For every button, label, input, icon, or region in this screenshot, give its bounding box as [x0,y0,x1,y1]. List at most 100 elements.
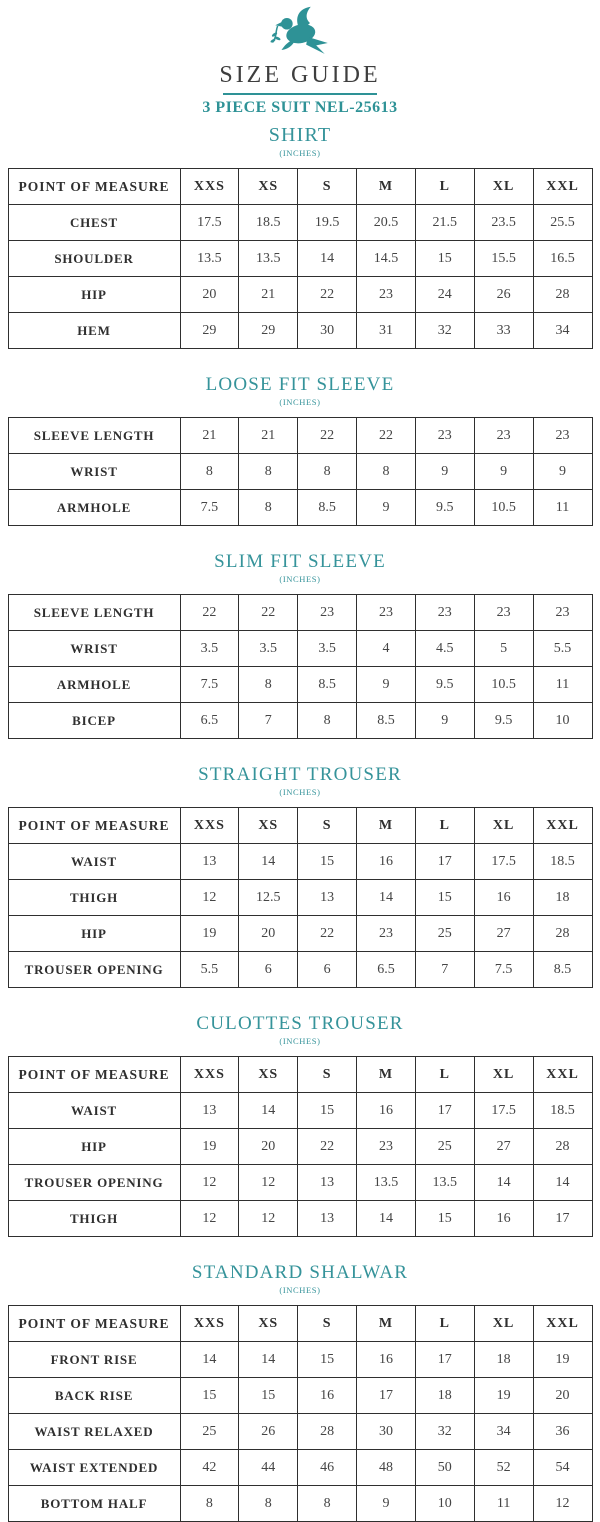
size-value-cell: 22 [297,417,358,454]
size-column-header: L [414,807,475,844]
size-value-cell: 16 [473,879,534,916]
table-body: POINT OF MEASURE XXS XS S M L XL XXL FRONT RISE 1… [7,1305,593,1522]
size-value-cell: 18 [473,1341,534,1378]
measure-label-cell: HEM [7,312,181,349]
size-value-cell: 21 [238,417,299,454]
size-value-cell: 9.5 [414,489,475,526]
size-value-cell: 21.5 [414,204,475,241]
size-section-4: CULOTTES TROUSER (INCHES) POINT OF MEASURE… [0,1013,600,1237]
size-value-cell: 13 [179,843,240,880]
section-unit: (INCHES) [279,397,321,407]
section-unit: (INCHES) [279,1036,321,1046]
size-column-header: XXS [179,168,240,205]
size-table: POINT OF MEASURE XXS XS S M L XL XXL CHEST 17.5 18… [7,168,593,349]
size-value-cell: 9 [356,489,416,526]
size-value-cell: 9 [414,702,475,739]
size-value-cell: 11 [532,666,593,703]
size-value-cell: 13 [297,1200,358,1237]
size-value-cell: 15 [414,240,475,277]
size-table: POINT OF MEASURE XXS XS S M L XL XXL WAIST 13 14 15… [7,1056,593,1237]
size-value-cell: 4 [356,630,416,667]
title-divider [223,93,377,95]
table-body: POINT OF MEASURE XXS XS S M L XL XXL CHEST 17.5 18… [7,168,593,349]
size-section-2: SLIM FIT SLEEVE (INCHES) SLEEVE LENGTH 22 22… [0,551,600,739]
size-value-cell: 10 [532,702,593,739]
table-row: WAIST 13 14 15 16 17 17.5 18.5 [7,1092,593,1129]
size-value-cell: 10.5 [473,489,534,526]
table-row: WRIST 8 8 8 8 9 9 9 [7,453,593,490]
size-value-cell: 19 [532,1341,593,1378]
size-column-header: L [414,1056,475,1093]
size-value-cell: 18 [414,1377,475,1414]
section-unit: (INCHES) [279,787,321,797]
size-value-cell: 3.5 [297,630,358,667]
table-row: HIP 19 20 22 23 25 27 28 [7,915,593,952]
size-value-cell: 20 [532,1377,593,1414]
size-value-cell: 24 [414,276,475,313]
size-value-cell: 16 [356,843,416,880]
size-value-cell: 19 [473,1377,534,1414]
table-row: TROUSER OPENING 12 12 13 13.5 13.5 14 14 [7,1164,593,1201]
size-value-cell: 36 [532,1413,593,1450]
size-column-header: S [297,1305,358,1342]
dove-logo-icon [0,6,600,60]
table-body: POINT OF MEASURE XXS XS S M L XL XXL WAIST 13 14 15… [7,807,593,988]
table-row: THIGH 12 12 13 14 15 16 17 [7,1200,593,1237]
size-column-header: XL [473,807,534,844]
point-of-measure-header: POINT OF MEASURE [7,807,181,844]
size-value-cell: 12.5 [238,879,299,916]
size-value-cell: 9 [414,453,475,490]
size-column-header: XXL [532,168,593,205]
size-value-cell: 5.5 [532,630,593,667]
size-value-cell: 14 [238,1341,299,1378]
table-row: WAIST 13 14 15 16 17 17.5 18.5 [7,843,593,880]
point-of-measure-header: POINT OF MEASURE [7,1056,181,1093]
section-title: STRAIGHT TROUSER [198,764,402,785]
size-value-cell: 23 [356,594,416,631]
size-value-cell: 6 [297,951,358,988]
size-value-cell: 8 [238,1485,299,1522]
size-value-cell: 21 [238,276,299,313]
size-value-cell: 17.5 [179,204,240,241]
size-column-header: XL [473,1056,534,1093]
size-value-cell: 18.5 [238,204,299,241]
size-value-cell: 8.5 [356,702,416,739]
measure-label-cell: ARMHOLE [7,489,181,526]
size-value-cell: 8 [238,489,299,526]
size-value-cell: 8 [297,702,358,739]
table-row: ARMHOLE 7.5 8 8.5 9 9.5 10.5 11 [7,666,593,703]
size-value-cell: 9 [356,1485,416,1522]
size-value-cell: 9 [356,666,416,703]
size-value-cell: 27 [473,915,534,952]
size-value-cell: 7.5 [473,951,534,988]
size-value-cell: 22 [238,594,299,631]
size-value-cell: 10 [414,1485,475,1522]
size-value-cell: 32 [414,1413,475,1450]
size-value-cell: 9.5 [473,702,534,739]
table-row: SHOULDER 13.5 13.5 14 14.5 15 15.5 16.5 [7,240,593,277]
size-table: POINT OF MEASURE XXS XS S M L XL XXL WAIST 13 14 15… [7,807,593,988]
size-column-header: XXL [532,1056,593,1093]
measure-label-cell: WAIST [7,843,181,880]
size-value-cell: 15 [297,1341,358,1378]
size-value-cell: 16.5 [532,240,593,277]
measure-label-cell: FRONT RISE [7,1341,181,1378]
measure-label-cell: BICEP [7,702,181,739]
size-column-header: XS [238,168,299,205]
size-value-cell: 12 [179,1200,240,1237]
size-column-header: XXS [179,1305,240,1342]
size-section-0: SHIRT (INCHES) POINT OF MEASURE XXS XS S M L XL X… [0,124,600,349]
measure-label-cell: HIP [7,915,181,952]
table-row: BICEP 6.5 7 8 8.5 9 9.5 10 [7,702,593,739]
size-value-cell: 34 [532,312,593,349]
point-of-measure-header: POINT OF MEASURE [7,1305,181,1342]
measure-label-cell: WRIST [7,630,181,667]
table-row: BACK RISE 15 15 16 17 18 19 20 [7,1377,593,1414]
table-header-row: POINT OF MEASURE XXS XS S M L XL XXL [7,168,593,205]
size-value-cell: 23 [473,417,534,454]
size-value-cell: 22 [179,594,240,631]
table-row: HIP 20 21 22 23 24 26 28 [7,276,593,313]
size-value-cell: 12 [179,1164,240,1201]
size-value-cell: 14 [297,240,358,277]
